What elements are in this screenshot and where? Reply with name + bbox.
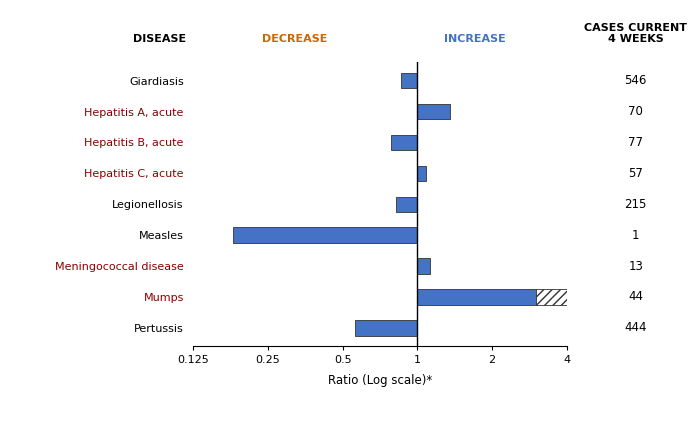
Bar	[417, 258, 430, 274]
Text: 444: 444	[625, 321, 647, 334]
Bar	[401, 73, 417, 88]
Text: 1: 1	[632, 229, 639, 242]
X-axis label: Ratio (Log scale)*: Ratio (Log scale)*	[328, 374, 432, 387]
Bar	[396, 197, 417, 212]
Text: 70: 70	[628, 105, 643, 118]
Bar	[417, 166, 426, 181]
Text: 77: 77	[628, 136, 643, 149]
Bar	[417, 289, 536, 305]
Text: 215: 215	[625, 198, 647, 211]
Bar	[417, 104, 450, 119]
Bar	[233, 227, 417, 243]
Bar	[355, 320, 417, 336]
Text: INCREASE: INCREASE	[444, 34, 505, 44]
Text: 546: 546	[625, 74, 647, 87]
Bar	[536, 289, 567, 305]
Text: 13: 13	[628, 259, 643, 273]
Text: CASES CURRENT
4 WEEKS: CASES CURRENT 4 WEEKS	[584, 23, 688, 44]
Text: 57: 57	[628, 167, 643, 180]
Text: DISEASE: DISEASE	[133, 34, 187, 44]
Text: DECREASE: DECREASE	[262, 34, 328, 44]
Bar	[390, 135, 417, 150]
Text: 44: 44	[628, 290, 643, 303]
